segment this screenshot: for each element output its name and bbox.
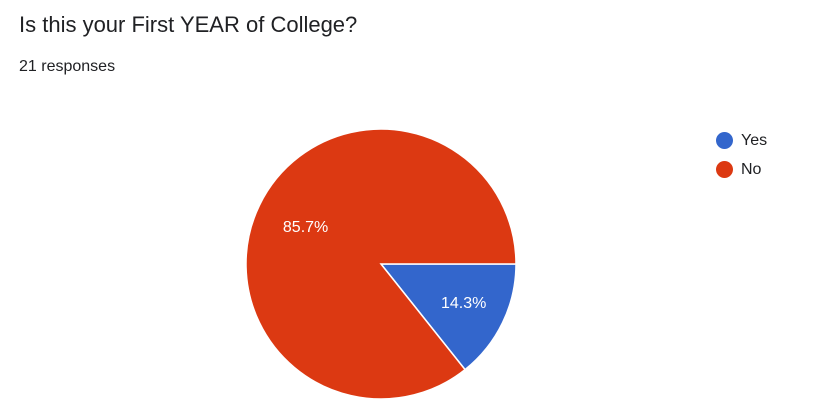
- legend-label: No: [741, 160, 762, 178]
- chart-title: Is this your First YEAR of College?: [19, 12, 358, 37]
- legend-item-no[interactable]: No: [716, 155, 767, 184]
- response-count: 21 responses: [19, 58, 116, 75]
- legend-swatch-icon: [716, 132, 733, 149]
- legend-swatch-icon: [716, 161, 733, 178]
- chart-legend: Yes No: [716, 126, 767, 184]
- legend-label: Yes: [741, 131, 768, 149]
- legend-item-yes[interactable]: Yes: [716, 126, 767, 155]
- slice-label-no: 85.7%: [283, 219, 328, 236]
- pie-slice-yes[interactable]: [379, 263, 517, 371]
- pie-slice-no[interactable]: [245, 128, 517, 400]
- slice-label-yes: 14.3%: [441, 295, 486, 312]
